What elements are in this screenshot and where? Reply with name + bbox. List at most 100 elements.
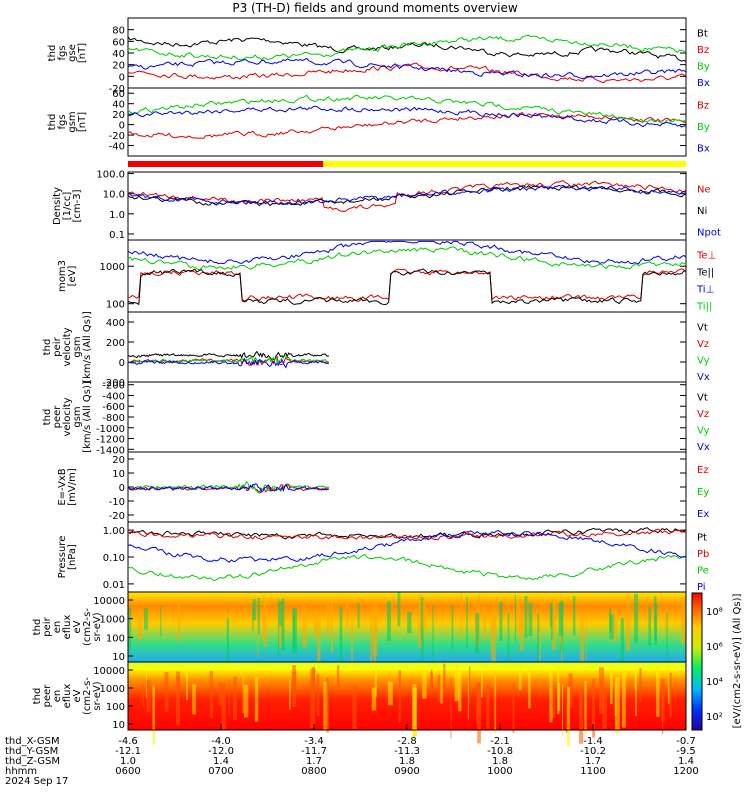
y-tick-label: 0	[119, 121, 125, 132]
spectrogram-streak	[146, 680, 151, 713]
spectrogram-streak	[252, 599, 257, 621]
y-axis-label: thd	[32, 619, 43, 636]
legend-entry: By	[697, 122, 710, 133]
series-line	[127, 184, 687, 206]
spectrogram-streak	[370, 610, 373, 662]
legend-entry: Ne	[697, 185, 711, 196]
y-tick-label: 80	[112, 26, 125, 37]
panel-pressure: Pressure [nPa] 0.01 0.10 1.00 Pt Pb Pe Pi	[57, 521, 709, 593]
spectrogram-streak	[209, 670, 214, 719]
colorbar-label: [eV/(cm2-s-sr-eV)] (All Qs)]	[732, 593, 743, 728]
x-tick-label: 0700	[208, 766, 233, 777]
y-tick-label: 60	[112, 37, 125, 48]
series-line	[127, 57, 687, 80]
spectrogram-streak	[481, 664, 483, 698]
spectrogram-streak	[681, 596, 686, 645]
legend-entry: Npot	[697, 227, 721, 238]
y-axis-label: sr-eV)	[92, 681, 103, 710]
y-tick-label: -1400	[96, 445, 125, 456]
y-axis-label: eflux	[62, 684, 73, 709]
y-axis-label: (cm2-s-	[82, 677, 93, 715]
y-tick-label: 0.1	[109, 230, 125, 241]
spectrogram-streak	[228, 680, 230, 715]
spectrogram-streak	[572, 596, 576, 636]
plot-title: P3 (TH-D) fields and ground moments over…	[232, 1, 518, 15]
y-axis-label: thd	[47, 45, 58, 62]
spectrogram-streak	[257, 597, 260, 635]
y-tick-label: 1000	[100, 615, 125, 626]
x-tick-label: -12.0	[208, 746, 234, 757]
y-axis-label: Pressure	[57, 536, 68, 579]
x-tick-label: 0800	[301, 766, 326, 777]
spectrogram-streak	[653, 595, 657, 641]
x-row-label: thd_X-GSM	[5, 736, 60, 747]
spectrogram-streak	[551, 599, 557, 650]
x-tick-label: 1.8	[492, 756, 508, 767]
spectrogram-streak	[639, 667, 642, 703]
x-tick-label: -2.1	[490, 736, 510, 747]
spectrogram-streak	[520, 614, 524, 636]
spectrogram-streak	[516, 603, 521, 634]
spectrogram-streak	[599, 681, 602, 708]
panel-density: Density [1/cc] [cm-3] 0.1 1.0 10.0 100.0 Ne Ni Np…	[52, 170, 721, 241]
y-tick-label: 100	[106, 300, 125, 311]
legend-entry: Vt	[697, 392, 708, 403]
legend-entry: Bx	[697, 78, 710, 89]
legend-entry: Bt	[697, 28, 708, 39]
y-axis-label: [km/s (All Qs)]	[82, 381, 93, 453]
spectrogram-streak	[339, 606, 343, 663]
legend-entry: Vt	[697, 322, 708, 333]
panel-temperature: mom3 [eV] 100 1000 Te⊥ Te|| Ti⊥ Ti||	[57, 239, 716, 313]
panel-peer_spec: thd peer en eflux eV (cm2-s-sr-eV) 10 100 1000 10…	[32, 661, 687, 747]
y-axis-label: (cm2-s-	[82, 608, 93, 646]
y-axis-label: thd	[47, 114, 58, 131]
spectrogram-streak	[352, 684, 357, 729]
y-axis-label: [mV/m]	[67, 468, 78, 506]
x-tick-label: 1.4	[678, 756, 694, 767]
legend-entry: Te⊥	[696, 251, 716, 262]
y-tick-label: 0.10	[103, 553, 125, 564]
spectrogram-streak	[491, 618, 496, 676]
panel-peer_velocity: thd peer velocity gsm [km/s (All Qs)] -1400-1…	[42, 381, 710, 457]
x-row-label: thd_Y-GSM	[5, 746, 58, 757]
spectrogram-streak	[313, 610, 318, 637]
y-axis-label: gsm	[72, 406, 83, 427]
y-tick-label: -20	[109, 84, 125, 95]
series-line	[127, 483, 330, 493]
y-axis-label: thd	[42, 409, 53, 426]
spectrogram-streak	[664, 597, 666, 634]
spectrogram-streak	[226, 618, 230, 666]
spectrogram-streak	[549, 672, 553, 723]
spectrogram-streak	[669, 672, 672, 718]
spectrogram-streak	[551, 685, 556, 718]
x-tick-label: 1100	[580, 766, 605, 777]
legend-entry: Ti||	[696, 302, 712, 313]
y-tick-label: -600	[102, 402, 125, 413]
y-axis-label: [eV]	[67, 266, 78, 287]
series-line	[127, 94, 687, 124]
colorbar-tick-label: 10⁸	[706, 607, 723, 618]
spectrogram-streak	[584, 681, 587, 734]
x-tick-label: -10.8	[487, 746, 513, 757]
spectrogram-streak	[387, 681, 393, 706]
y-tick-label: 0	[119, 72, 125, 83]
spectrogram-streak	[302, 605, 307, 648]
x-tick-label: -1.4	[583, 736, 603, 747]
y-tick-label: 20	[112, 61, 125, 72]
y-axis-label: fgs	[57, 45, 68, 60]
y-axis-label: thd	[42, 339, 53, 356]
series-line	[127, 355, 330, 364]
spectrogram-streak	[152, 685, 155, 745]
legend-entry: Ez	[697, 465, 709, 476]
x-tick-label: 1.7	[306, 756, 322, 767]
spectrogram-streak	[454, 662, 460, 702]
x-tick-label: -2.8	[397, 736, 417, 747]
spectrogram-streak	[557, 663, 560, 715]
spectrogram-streak	[458, 669, 462, 712]
colorbar	[691, 592, 703, 731]
legend-entry: Bx	[697, 143, 710, 154]
spectrogram-streak	[633, 593, 639, 643]
x-row-label: 2024 Sep 17	[5, 776, 68, 787]
spectrogram-streak	[549, 602, 552, 628]
